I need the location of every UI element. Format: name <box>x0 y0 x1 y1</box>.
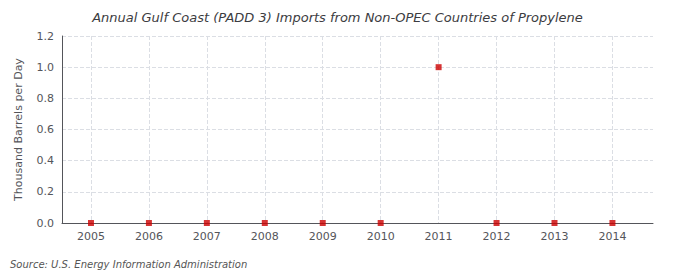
svg-text:1.0: 1.0 <box>37 61 55 74</box>
svg-text:2010: 2010 <box>367 230 395 243</box>
svg-text:2009: 2009 <box>309 230 337 243</box>
svg-text:2006: 2006 <box>135 230 163 243</box>
svg-text:2005: 2005 <box>77 230 105 243</box>
svg-text:2011: 2011 <box>425 230 453 243</box>
svg-text:Thousand Barrels per Day: Thousand Barrels per Day <box>12 58 25 202</box>
svg-text:2014: 2014 <box>598 230 626 243</box>
svg-text:0.2: 0.2 <box>37 185 55 198</box>
svg-text:2013: 2013 <box>541 230 569 243</box>
svg-text:Source: U.S. Energy Informatio: Source: U.S. Energy Information Administ… <box>10 259 247 270</box>
svg-text:0.8: 0.8 <box>37 92 55 105</box>
svg-text:1.2: 1.2 <box>37 30 55 43</box>
svg-text:0.0: 0.0 <box>37 217 55 230</box>
svg-text:2007: 2007 <box>193 230 221 243</box>
svg-text:2012: 2012 <box>483 230 511 243</box>
svg-text:Annual Gulf Coast (PADD 3) Imp: Annual Gulf Coast (PADD 3) Imports from … <box>91 10 583 25</box>
svg-text:2008: 2008 <box>251 230 279 243</box>
svg-text:0.6: 0.6 <box>37 123 55 136</box>
svg-text:0.4: 0.4 <box>37 154 55 167</box>
